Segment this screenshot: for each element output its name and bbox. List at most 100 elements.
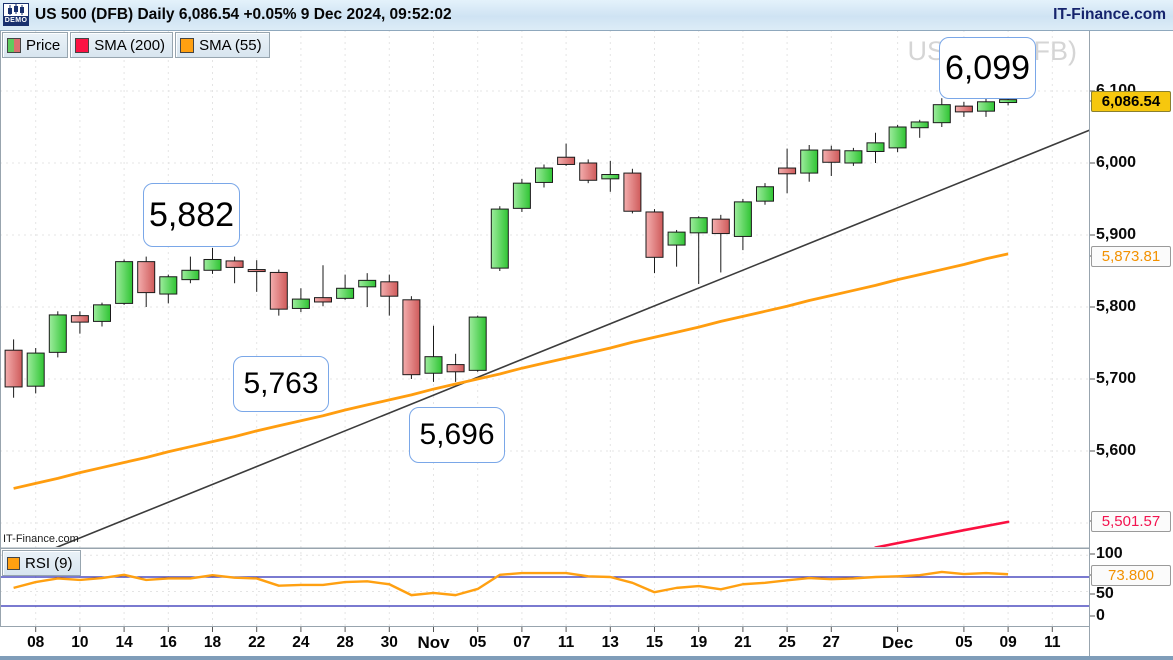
time-axis-label: 28 [336,634,354,651]
time-axis-label: 11 [557,634,575,651]
legend-sma55-label: SMA (55) [199,36,262,54]
price-swatch-icon [7,37,21,53]
candle-body [800,149,819,174]
candle-body [512,182,531,209]
sma200-line[interactable] [874,520,1010,548]
candle-body [26,352,45,387]
trendline[interactable] [55,129,1090,548]
sma55-value-tag: 5,873.81 [1091,245,1171,267]
sma200-value-tag: 5,501.57 [1091,510,1171,532]
candle-body [159,276,178,295]
legend-price[interactable]: Price [2,32,69,58]
rsi-axis-label: 50 [1096,585,1114,602]
price-annotation[interactable]: 5,696 [409,407,505,463]
time-axis-label: Nov [417,633,450,652]
candle-body [269,271,288,310]
rsi-axis-label: 100 [1096,545,1123,562]
rsi-swatch-icon [7,556,20,570]
title-bar: DEMO US 500 (DFB) Daily 6,086.54 +0.05% … [0,0,1173,31]
candle-body [778,167,797,175]
candle-body [689,217,708,234]
rsi-axis-label: 0 [1096,607,1105,624]
price-annotation[interactable]: 5,882 [143,183,240,247]
time-axis-label: 05 [469,634,487,651]
price-axis-label: 5,600 [1096,442,1137,459]
last-price-tag: 6,086.54 [1091,90,1171,112]
candle-body [645,211,664,258]
legend-sma200[interactable]: SMA (200) [70,32,174,58]
rsi-value-tag: 73.800 [1091,564,1171,586]
legend-sma55[interactable]: SMA (55) [175,32,270,58]
time-axis-label: 25 [778,634,796,651]
candle-body [380,281,399,297]
price-annotation[interactable]: 6,099 [939,37,1036,99]
sma200-swatch-icon [75,37,90,53]
candle-body [247,269,266,273]
time-axis-label: 30 [380,634,398,651]
candle-body [181,269,200,281]
time-axis-label: 13 [601,634,619,651]
time-axis-label: 09 [999,634,1017,651]
candle-body [623,172,642,212]
candlestick-series [4,91,1018,398]
candle-body [424,356,443,374]
candle-body [977,101,995,112]
time-axis-label: Dec [882,633,914,652]
demo-label: DEMO [4,16,28,25]
time-axis-label: 19 [690,634,708,651]
time-axis-label: 14 [115,634,133,651]
candle-body [667,231,686,246]
candle-body [336,287,355,299]
chart-title: US 500 (DFB) Daily 6,086.54 +0.05% 9 Dec… [35,6,452,23]
legend-rsi-label: RSI (9) [25,554,73,572]
time-axis-label: 10 [71,634,89,651]
mini-candles-icon [8,4,24,15]
candle-body [93,304,111,322]
candle-body [358,279,377,288]
candle-body [291,298,310,309]
candle-body [579,162,598,181]
bottom-edge [0,656,1173,660]
chart-canvas[interactable] [0,30,1173,660]
candle-body [225,260,244,268]
time-axis-label: 16 [159,634,177,651]
candle-body [557,156,576,165]
time-axis-label: 24 [292,634,310,651]
sma55-line[interactable] [13,252,1009,490]
candle-body [402,299,421,376]
rsi-legend-row: RSI (9) [2,550,81,576]
brand-watermark: IT-Finance.com [3,533,79,545]
time-axis-label: 08 [27,634,45,651]
candle-body [999,99,1018,104]
candle-body [4,349,23,388]
candle-body [115,261,134,304]
sma55-swatch-icon [180,37,195,53]
candle-body [490,208,509,269]
candle-body [733,201,752,237]
candle-body [203,258,222,271]
time-axis-label: 15 [645,634,664,651]
price-axis-label: 5,900 [1096,226,1137,243]
time-axis-label: 22 [248,634,266,651]
legend-rsi[interactable]: RSI (9) [2,550,81,576]
time-axis-label: 18 [203,634,222,651]
rsi-line[interactable] [13,570,1009,597]
candle-body [822,149,841,163]
price-axis-label: 6,000 [1096,154,1137,171]
time-axis-label: 21 [734,634,752,651]
time-axis-label: 07 [513,634,531,651]
candle-body [601,174,620,180]
price-annotation[interactable]: 5,763 [233,356,329,412]
candle-body [314,297,332,303]
brand-link[interactable]: IT-Finance.com [1053,6,1166,23]
legend-row: Price SMA (200) SMA (55) [2,32,270,58]
candle-body [535,167,553,183]
candle-body [48,314,67,353]
price-axis-label: 5,700 [1096,370,1137,387]
time-axis-label: 05 [955,634,973,651]
candle-body [866,142,885,152]
pane-borders [0,30,1095,657]
candle-body [468,316,487,371]
time-axis-label: 11 [1044,634,1061,651]
